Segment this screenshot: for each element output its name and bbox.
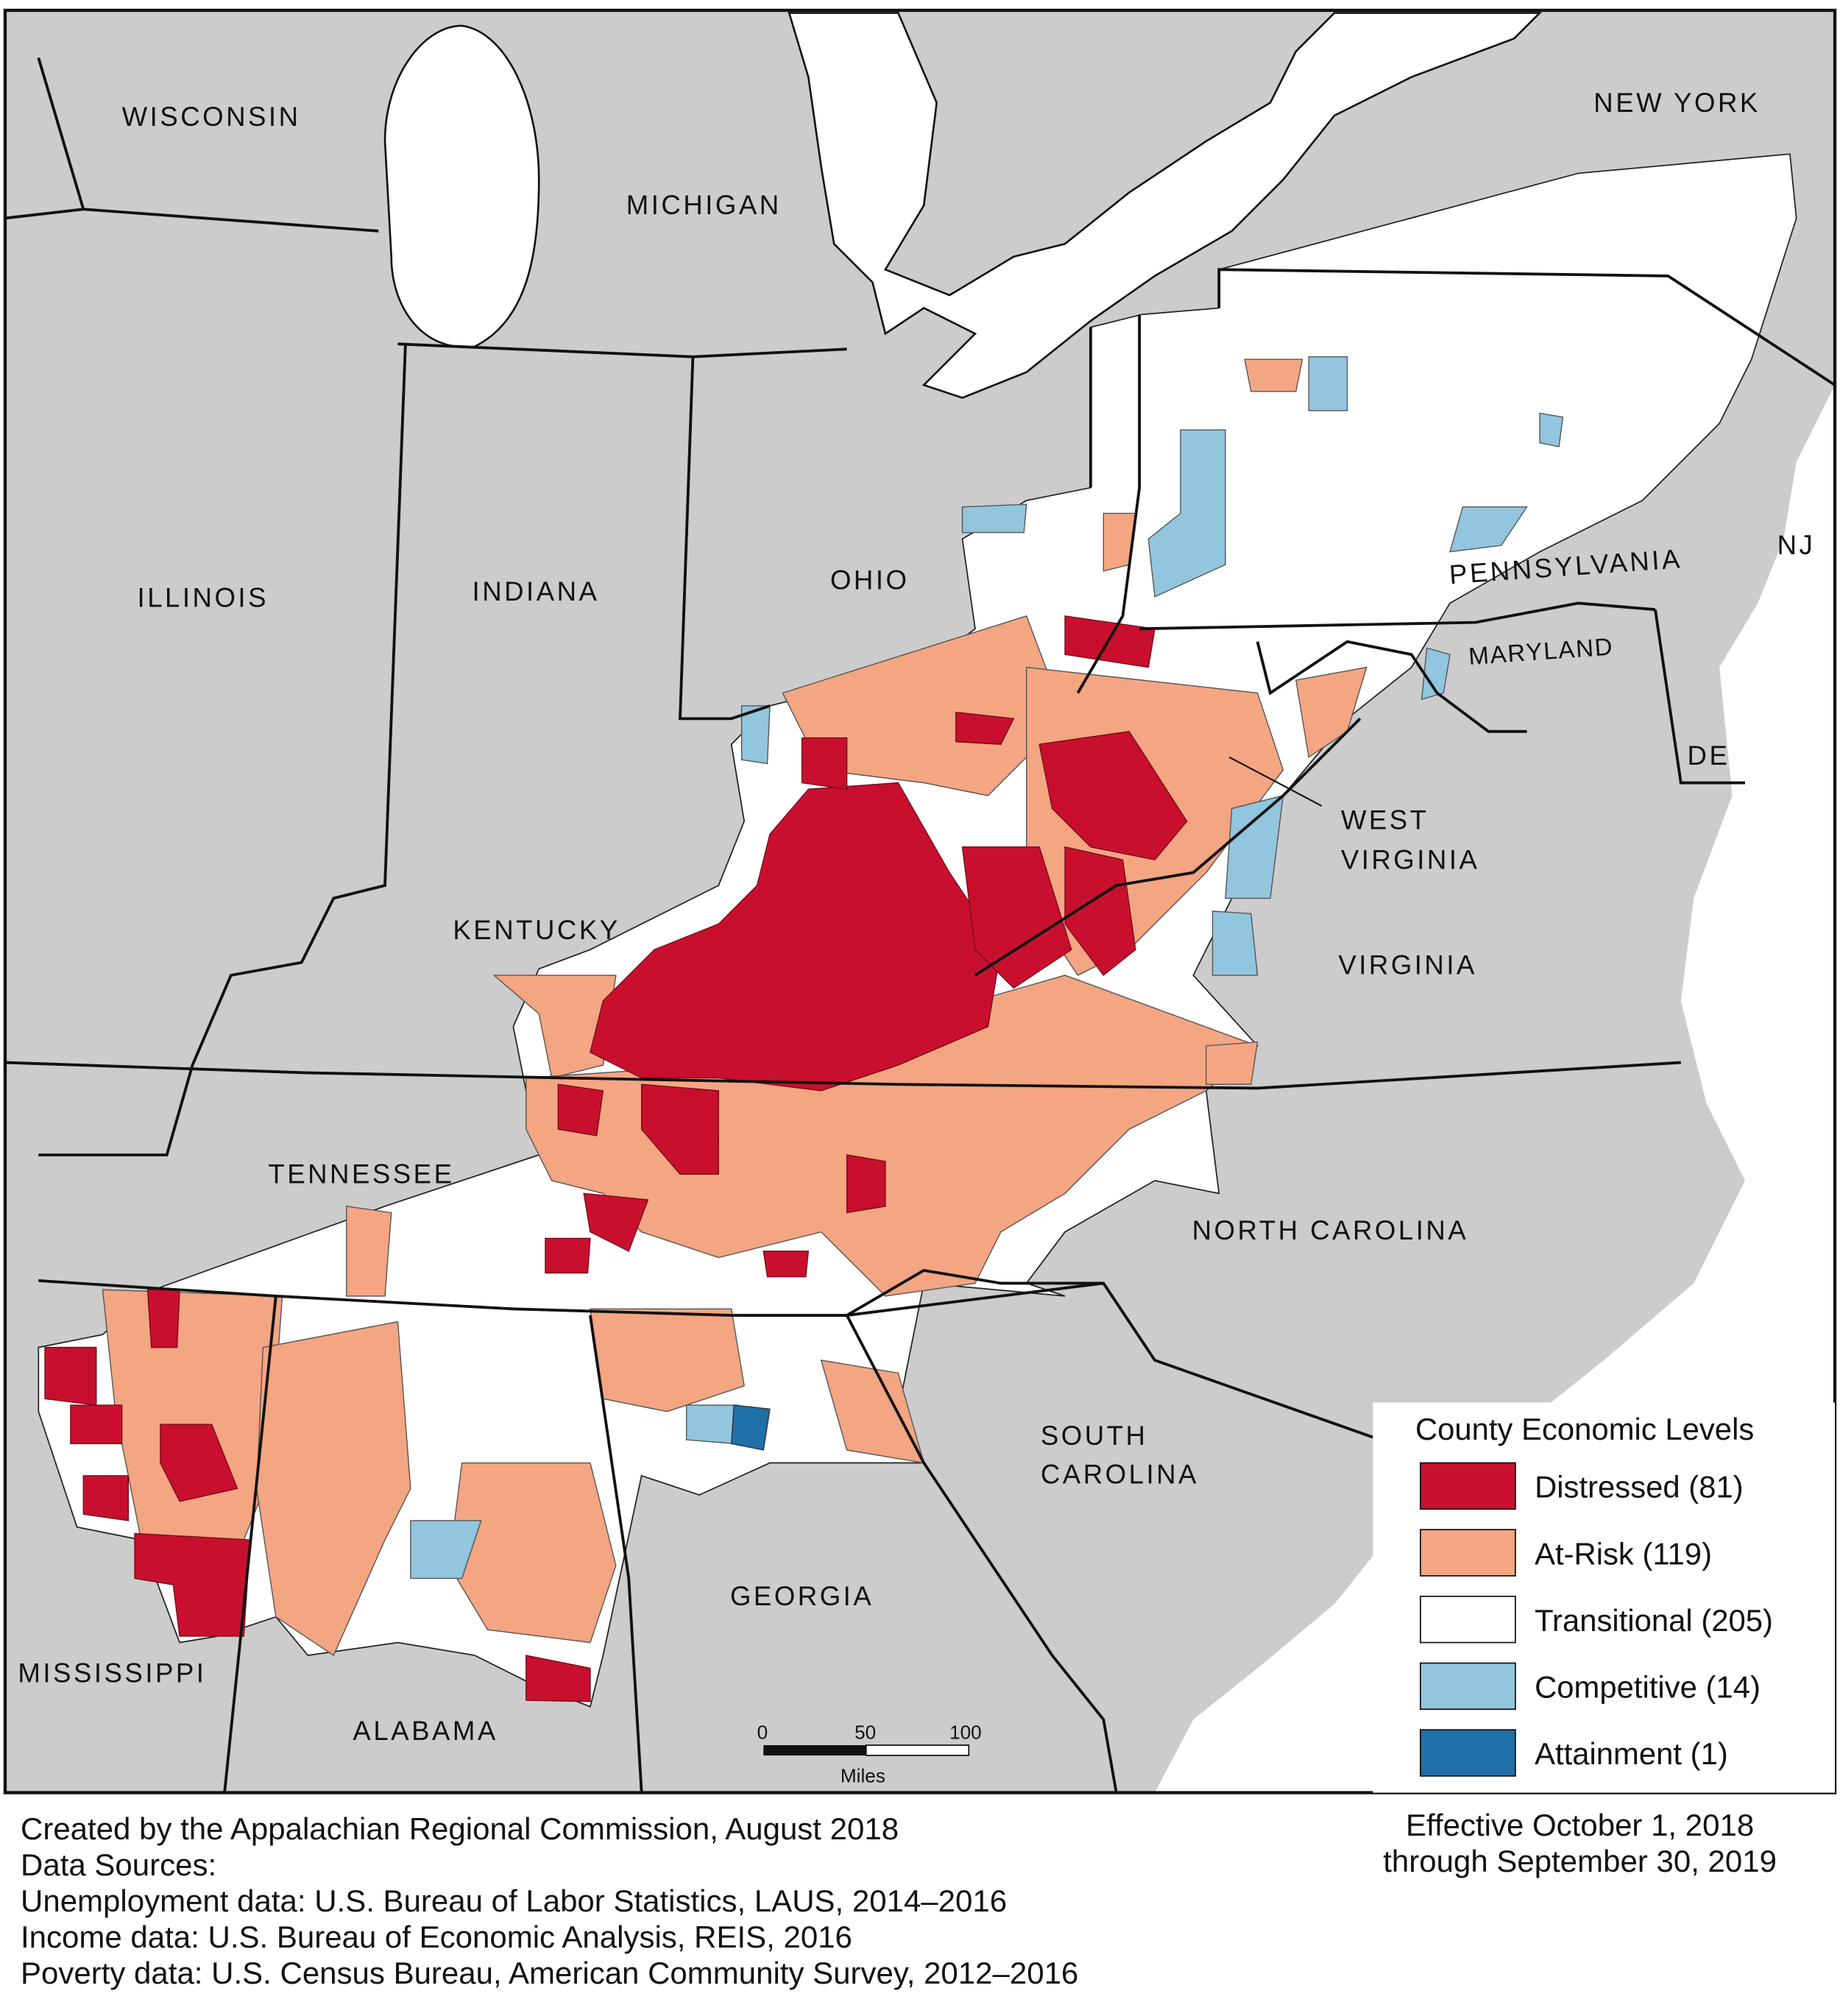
competitive-counties bbox=[410, 356, 1564, 1580]
label-alabama: ALABAMA bbox=[353, 1716, 498, 1746]
scale-unit: Miles bbox=[841, 1765, 885, 1787]
label-new-york: NEW YORK bbox=[1593, 88, 1761, 118]
label-de: DE bbox=[1688, 740, 1730, 771]
state-boundaries bbox=[4, 57, 1836, 1793]
source-poverty: Poverty data: U.S. Census Bureau, Americ… bbox=[21, 1956, 1079, 1990]
label-west: WEST bbox=[1341, 804, 1429, 835]
label-north-carolina: NORTH CAROLINA bbox=[1192, 1215, 1469, 1245]
legend-label: Attainment (1) bbox=[1535, 1736, 1728, 1771]
legend-item-attainment: Attainment (1) bbox=[1420, 1729, 1728, 1777]
label-michigan: MICHIGAN bbox=[626, 190, 782, 220]
legend-item-at-risk: At-Risk (119) bbox=[1420, 1529, 1712, 1577]
legend-label: Distressed (81) bbox=[1535, 1470, 1744, 1504]
scale-tick-100: 100 bbox=[949, 1721, 982, 1743]
effective-line-2: through September 30, 2019 bbox=[1383, 1844, 1777, 1878]
credit-line: Created by the Appalachian Regional Comm… bbox=[21, 1811, 899, 1846]
legend-label: Transitional (205) bbox=[1535, 1603, 1773, 1638]
label-tennessee: TENNESSEE bbox=[268, 1159, 454, 1189]
lake-michigan bbox=[383, 24, 540, 348]
label-west-virginia-2: VIRGINIA bbox=[1341, 844, 1480, 874]
label-ohio: OHIO bbox=[830, 565, 910, 595]
label-kentucky: KENTUCKY bbox=[453, 915, 620, 945]
great-lakes-east bbox=[788, 12, 1543, 399]
source-income: Income data: U.S. Bureau of Economic Ana… bbox=[21, 1920, 852, 1954]
legend-title: County Economic Levels bbox=[1415, 1412, 1754, 1446]
label-carolina: CAROLINA bbox=[1041, 1459, 1199, 1489]
legend-label: Competitive (14) bbox=[1535, 1670, 1761, 1705]
legend: County Economic Levels Distressed (81) A… bbox=[1373, 1402, 1836, 1793]
scale-tick-50: 50 bbox=[854, 1721, 876, 1743]
source-unemployment: Unemployment data: U.S. Bureau of Labor … bbox=[21, 1884, 1008, 1918]
label-illinois: ILLINOIS bbox=[138, 583, 269, 613]
scale-tick-0: 0 bbox=[757, 1721, 768, 1743]
sources-heading: Data Sources: bbox=[21, 1847, 217, 1882]
label-indiana: INDIANA bbox=[473, 576, 600, 606]
west-virginia-leader-line bbox=[1228, 756, 1323, 807]
label-south: SOUTH bbox=[1041, 1421, 1148, 1451]
effective-line-1: Effective October 1, 2018 bbox=[1406, 1808, 1755, 1842]
footer-credits: Created by the Appalachian Regional Comm… bbox=[21, 1811, 1078, 1991]
label-nj: NJ bbox=[1777, 530, 1816, 560]
map-frame bbox=[3, 8, 1837, 1794]
legend-label: At-Risk (119) bbox=[1535, 1536, 1712, 1571]
attainment-county bbox=[730, 1404, 771, 1451]
legend-item-distressed: Distressed (81) bbox=[1420, 1462, 1744, 1510]
scale-bar: 0 50 100 Miles bbox=[757, 1721, 982, 1786]
label-wisconsin: WISCONSIN bbox=[122, 102, 301, 132]
label-georgia: GEORGIA bbox=[730, 1581, 874, 1611]
distressed-counties bbox=[44, 615, 1188, 1702]
label-virginia: VIRGINIA bbox=[1338, 949, 1477, 980]
label-mississippi: MISSISSIPPI bbox=[18, 1658, 206, 1688]
legend-item-transitional: Transitional (205) bbox=[1420, 1595, 1773, 1644]
legend-item-competitive: Competitive (14) bbox=[1420, 1662, 1761, 1711]
effective-dates: Effective October 1, 2018 through Septem… bbox=[1383, 1807, 1777, 1879]
